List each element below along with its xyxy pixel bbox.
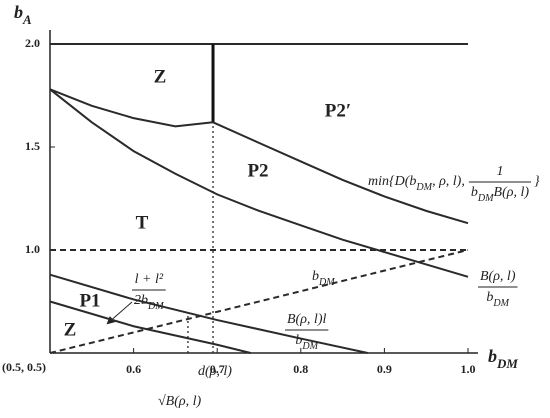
rich-text: bDM xyxy=(312,269,335,288)
text-part: } xyxy=(534,174,540,189)
rich-text: √B(ρ, l) xyxy=(158,394,202,409)
subscript: DM xyxy=(496,356,518,371)
y-tick-label: 1.0 xyxy=(25,242,40,256)
region-label: Z xyxy=(64,319,77,340)
curve xyxy=(49,300,251,354)
curve xyxy=(49,88,469,278)
subscript: DM xyxy=(477,193,494,204)
text-part: b xyxy=(488,346,497,366)
curve xyxy=(49,273,368,354)
text-part: 2b xyxy=(134,293,148,308)
subscript: DM xyxy=(415,182,432,193)
text-part: min{D(b xyxy=(368,174,416,189)
rich-text: d(ρ, l) xyxy=(198,364,232,379)
subscript: DM xyxy=(301,341,318,352)
rich-text: min{D(bDM, ρ, l), xyxy=(368,174,465,193)
rich-text: B(ρ, l)l xyxy=(287,312,326,327)
text-part: B(ρ, l)l xyxy=(287,312,326,327)
curve xyxy=(49,88,214,128)
text-part: B(ρ, l) xyxy=(494,185,530,200)
rich-text: bA xyxy=(14,2,32,27)
text-part: B(ρ, l) xyxy=(480,269,516,284)
text-part: , ρ, l), xyxy=(432,174,465,189)
text-part: b xyxy=(295,333,302,348)
rich-text: bDMB(ρ, l) xyxy=(471,185,530,204)
region-label: Z xyxy=(154,66,167,87)
text-part: 1 xyxy=(496,164,503,179)
rich-text: l + l² xyxy=(135,272,164,287)
subscript: A xyxy=(22,12,32,27)
y-tick-label: 1.5 xyxy=(25,139,40,153)
rich-text: (0.5, 0.5) xyxy=(2,360,46,374)
rich-text: bDM xyxy=(488,346,518,371)
rich-text: 1 xyxy=(496,164,503,179)
x-tick-label: 0.7 xyxy=(210,362,225,376)
rich-text: bDM xyxy=(486,290,509,309)
text-part: b xyxy=(471,185,478,200)
rich-text: } xyxy=(534,174,540,189)
text-part: b xyxy=(14,2,23,22)
text-part: √B(ρ, l) xyxy=(158,394,202,409)
subscript: DM xyxy=(318,277,335,288)
x-tick-label: 1.0 xyxy=(461,362,476,376)
text-part: l + l² xyxy=(135,272,164,287)
curve xyxy=(49,249,469,354)
rich-text: B(ρ, l) xyxy=(480,269,516,284)
subscript: DM xyxy=(147,301,164,312)
x-tick-label: 0.6 xyxy=(126,362,141,376)
region-label: P1 xyxy=(79,290,100,311)
region-label: T xyxy=(136,212,149,233)
region-label: P2′ xyxy=(325,100,351,121)
text-part: b xyxy=(486,290,493,305)
curve xyxy=(212,121,469,225)
region-label: P2 xyxy=(247,160,268,181)
rich-text: bDM xyxy=(295,333,318,352)
x-tick-label: 0.9 xyxy=(377,362,392,376)
text-part: (0.5, 0.5) xyxy=(2,360,46,374)
subscript: DM xyxy=(492,298,509,309)
x-tick-label: 0.8 xyxy=(293,362,308,376)
text-part: b xyxy=(312,269,319,284)
y-tick-label: 2.0 xyxy=(25,36,40,50)
text-part: d(ρ, l) xyxy=(198,364,232,379)
rich-text: 2bDM xyxy=(134,293,164,312)
